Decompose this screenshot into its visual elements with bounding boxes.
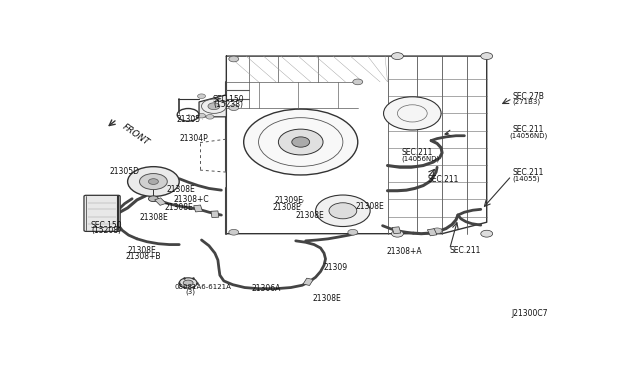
- Text: (271B3): (271B3): [513, 99, 541, 105]
- Text: J21300C7: J21300C7: [511, 309, 548, 318]
- Circle shape: [148, 179, 158, 185]
- Text: 21308+C: 21308+C: [173, 195, 209, 204]
- Text: 21304P: 21304P: [179, 134, 208, 143]
- Text: FRONT: FRONT: [121, 122, 151, 147]
- Text: 08081A6-6121A: 08081A6-6121A: [174, 284, 231, 290]
- Circle shape: [198, 113, 205, 118]
- Bar: [392, 227, 401, 234]
- Text: 21305D: 21305D: [110, 167, 140, 176]
- Circle shape: [481, 230, 493, 237]
- Text: SEC.211: SEC.211: [428, 175, 459, 184]
- Circle shape: [206, 115, 214, 119]
- Text: 21308+B: 21308+B: [125, 251, 161, 260]
- Text: SEC.27B: SEC.27B: [513, 92, 545, 101]
- Circle shape: [208, 103, 220, 110]
- Circle shape: [244, 109, 358, 175]
- Text: (14056ND): (14056ND): [401, 156, 440, 163]
- Circle shape: [198, 94, 205, 99]
- Text: 21309: 21309: [323, 263, 347, 272]
- Text: SEC.211: SEC.211: [449, 246, 481, 255]
- Circle shape: [392, 53, 403, 60]
- Text: (15238): (15238): [213, 100, 243, 109]
- Text: 21308E: 21308E: [127, 246, 156, 255]
- Text: (14056ND): (14056ND): [509, 132, 547, 139]
- Bar: [194, 205, 202, 212]
- Circle shape: [140, 173, 167, 190]
- Bar: [428, 229, 437, 236]
- Text: (3): (3): [186, 288, 196, 295]
- Text: SEC.150: SEC.150: [91, 221, 122, 230]
- Circle shape: [228, 105, 239, 110]
- Text: 21308E: 21308E: [167, 185, 196, 194]
- Text: 21306A: 21306A: [251, 284, 280, 293]
- Text: 21305: 21305: [177, 115, 201, 124]
- Text: SEC.211: SEC.211: [513, 125, 544, 135]
- Text: SEC.150: SEC.150: [213, 95, 244, 104]
- Text: SEC.211: SEC.211: [401, 148, 433, 157]
- Circle shape: [148, 196, 158, 202]
- Text: 21308E: 21308E: [355, 202, 384, 211]
- Text: (14055): (14055): [513, 176, 540, 182]
- Bar: [155, 198, 166, 205]
- Circle shape: [432, 228, 442, 234]
- FancyBboxPatch shape: [84, 195, 120, 231]
- Circle shape: [481, 53, 493, 60]
- Circle shape: [292, 137, 310, 147]
- Polygon shape: [199, 95, 227, 117]
- Circle shape: [228, 230, 239, 235]
- Circle shape: [348, 230, 358, 235]
- Text: 21308E: 21308E: [273, 203, 301, 212]
- Bar: [303, 278, 314, 285]
- Text: (15208): (15208): [91, 226, 121, 235]
- Circle shape: [278, 129, 323, 155]
- Circle shape: [228, 56, 239, 62]
- Circle shape: [127, 167, 179, 196]
- Bar: [211, 211, 219, 218]
- Circle shape: [383, 97, 441, 130]
- Circle shape: [179, 278, 197, 288]
- Text: 21308E: 21308E: [164, 203, 193, 212]
- Circle shape: [183, 280, 193, 286]
- Text: 21309E: 21309E: [275, 196, 303, 205]
- Circle shape: [329, 203, 356, 219]
- Circle shape: [316, 195, 370, 227]
- Circle shape: [353, 79, 363, 85]
- Text: SEC.211: SEC.211: [513, 169, 544, 177]
- Text: 21308+A: 21308+A: [387, 247, 422, 256]
- Text: 21308E: 21308E: [296, 211, 324, 221]
- Circle shape: [392, 230, 403, 237]
- Text: 21308E: 21308E: [312, 295, 341, 304]
- Text: 21308E: 21308E: [140, 214, 168, 222]
